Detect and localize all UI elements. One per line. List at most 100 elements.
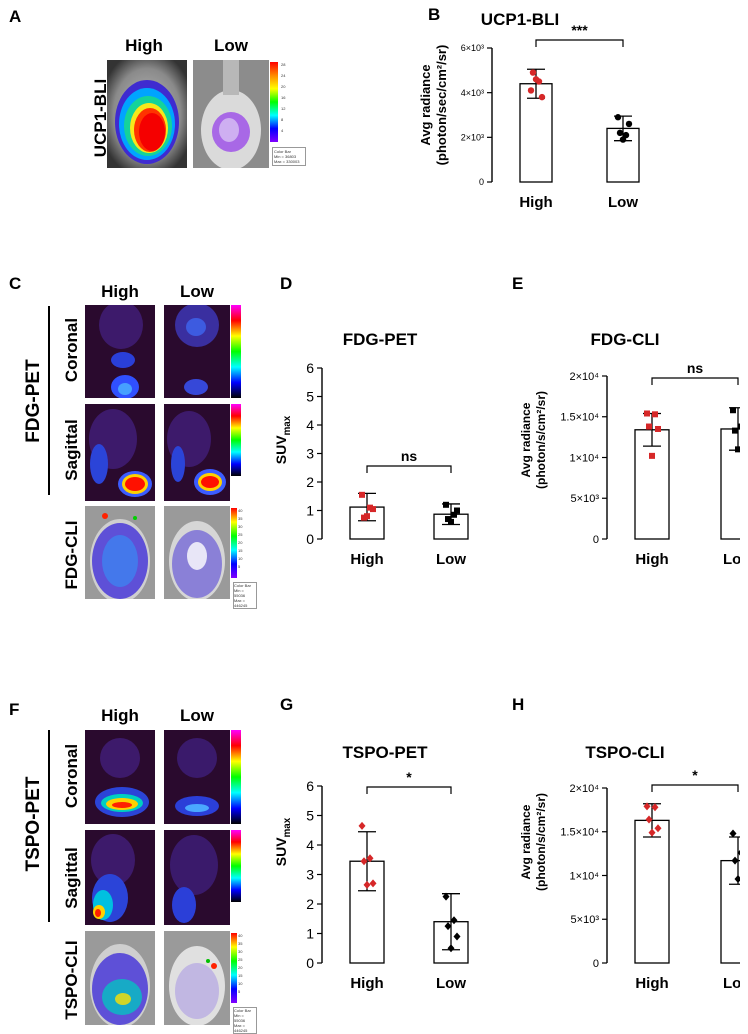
panel-letter-a: A bbox=[9, 7, 22, 26]
cli-image-low bbox=[164, 506, 230, 599]
bar bbox=[720, 428, 740, 540]
x-category-label: High bbox=[350, 551, 383, 568]
data-point bbox=[532, 76, 540, 83]
colorbar-pet-sagittal bbox=[231, 830, 241, 902]
pet-coronal-high bbox=[85, 730, 155, 824]
data-point bbox=[359, 491, 365, 498]
data-point bbox=[448, 518, 454, 525]
y-tick-label: 2 bbox=[306, 896, 314, 912]
chart-title: UCP1-BLI bbox=[481, 10, 559, 29]
panel-letter-c: C bbox=[9, 274, 22, 293]
x-category-label: Low bbox=[436, 975, 466, 992]
colorbar-tick: 40 bbox=[238, 508, 243, 513]
colorbar-tick: 35 bbox=[238, 516, 243, 521]
data-point bbox=[442, 892, 450, 901]
colorbar-tick: 20 bbox=[238, 965, 243, 970]
data-point bbox=[646, 423, 652, 430]
y-axis-label: Avg radiance bbox=[519, 402, 533, 477]
colorbar-pet-coronal bbox=[231, 730, 241, 824]
column-label-low: Low bbox=[180, 706, 214, 725]
panel-letter-f: F bbox=[9, 700, 20, 719]
colorbar-box-line: Max = 330003 bbox=[274, 159, 300, 164]
data-point bbox=[366, 854, 374, 863]
significance-bracket bbox=[366, 786, 452, 794]
y-tick-label: 4 bbox=[306, 837, 314, 853]
bar bbox=[634, 429, 670, 540]
data-point bbox=[734, 875, 740, 883]
colorbar-tick: 20 bbox=[238, 540, 243, 545]
colorbar-tick: 25 bbox=[238, 957, 243, 962]
pet-coronal-low bbox=[164, 305, 230, 398]
cli-image-high bbox=[85, 506, 155, 599]
bar-chart-b: B UCP1-BLI 0 2×10³ 4×10³ 6×10³ Avg radiance (ph… bbox=[418, 5, 640, 211]
data-point bbox=[654, 824, 662, 833]
significance-label: ns bbox=[401, 448, 418, 464]
chart-title: FDG-PET bbox=[343, 330, 418, 349]
data-point bbox=[616, 129, 624, 137]
colorbar-box-line: Min = 55036 bbox=[234, 588, 246, 598]
colorbar-tick: 8 bbox=[281, 117, 284, 122]
column-label-low: Low bbox=[214, 36, 248, 55]
data-point bbox=[731, 856, 739, 865]
y-tick-label: 0 bbox=[593, 958, 599, 970]
data-point bbox=[738, 423, 740, 430]
data-point bbox=[444, 922, 452, 931]
chart-title: FDG-CLI bbox=[591, 330, 660, 349]
data-point bbox=[527, 87, 535, 94]
data-point bbox=[538, 93, 546, 101]
bar-chart-g: G TSPO-PET 0 1 2 3 4 5 6 SUVmax High Low * bbox=[273, 695, 469, 992]
data-point bbox=[451, 511, 457, 518]
x-category-label: High bbox=[635, 975, 668, 992]
y-axis-label-sub: max bbox=[282, 415, 293, 435]
y-axis-label: SUVmax bbox=[273, 817, 293, 866]
colorbar-box-line: Max = 446245 bbox=[234, 1023, 248, 1033]
data-point bbox=[625, 120, 633, 128]
colorbar-box-line: Color Bar bbox=[234, 583, 251, 588]
colorbar-a bbox=[270, 62, 278, 142]
group-label-fdg-pet: FDG-PET bbox=[23, 359, 44, 443]
row-label-coronal: Coronal bbox=[62, 317, 81, 383]
colorbar-box-line: Color Bar bbox=[234, 1008, 251, 1013]
x-category-label: Low bbox=[436, 551, 466, 568]
colorbar-tick: 28 bbox=[281, 62, 286, 67]
y-tick-label: 3 bbox=[306, 866, 314, 882]
y-tick-label: 6 bbox=[306, 360, 314, 376]
significance-bracket bbox=[651, 377, 739, 385]
y-axis-label: (photon/s/cm²/sr) bbox=[534, 793, 548, 891]
x-category-label: High bbox=[350, 975, 383, 992]
significance-bracket bbox=[651, 784, 739, 792]
significance-label: * bbox=[692, 767, 698, 783]
data-point bbox=[370, 506, 376, 513]
data-point bbox=[737, 849, 740, 856]
data-point bbox=[651, 803, 659, 812]
pet-coronal-high bbox=[85, 305, 155, 398]
colorbar-tick: 30 bbox=[238, 949, 243, 954]
data-point bbox=[649, 452, 655, 459]
y-tick-label: 4 bbox=[306, 417, 314, 433]
data-point bbox=[529, 69, 537, 76]
y-axis-label-main: SUV bbox=[273, 435, 289, 464]
column-label-high: High bbox=[101, 282, 139, 301]
pet-coronal-low bbox=[164, 730, 230, 824]
data-point bbox=[643, 802, 651, 811]
colorbar-ticks-c: 40 35 30 25 20 15 10 5 bbox=[238, 508, 248, 580]
colorbar-box-a: Color Bar Min = 36803 Max = 330003 bbox=[272, 147, 306, 166]
pet-sagittal-low bbox=[164, 404, 230, 501]
colorbar-tick: 5 bbox=[238, 564, 241, 569]
panel-letter: G bbox=[280, 695, 293, 714]
panel-letter: E bbox=[512, 274, 523, 293]
row-label-sagittal: Sagittal bbox=[62, 419, 81, 481]
y-tick-label: 4×10³ bbox=[461, 88, 484, 98]
y-tick-label: 5 bbox=[306, 388, 314, 404]
y-axis-label-sub: max bbox=[282, 817, 293, 837]
colorbar-tick: 4 bbox=[281, 128, 284, 133]
y-tick-label: 2 bbox=[306, 474, 314, 490]
colorbar-tick: 30 bbox=[238, 524, 243, 529]
colorbar-tick: 10 bbox=[238, 981, 243, 986]
colorbar-tick: 5 bbox=[238, 989, 241, 994]
data-point bbox=[619, 136, 627, 143]
colorbar-tick: 15 bbox=[238, 548, 243, 553]
x-category-label: Low bbox=[723, 551, 740, 568]
bli-image-high bbox=[107, 60, 187, 168]
panel-letter: D bbox=[280, 274, 292, 293]
